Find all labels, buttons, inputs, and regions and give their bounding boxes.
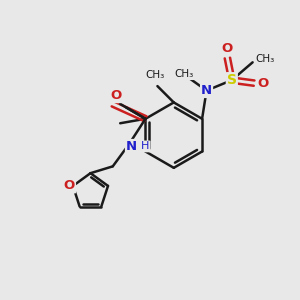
Text: H: H [141, 141, 150, 152]
Text: CH₃: CH₃ [256, 54, 275, 64]
Text: O: O [110, 89, 122, 102]
Text: O: O [257, 76, 268, 90]
Text: N: N [201, 84, 212, 97]
Text: O: O [64, 179, 75, 192]
Text: N: N [126, 140, 137, 153]
Text: CH₃: CH₃ [146, 70, 165, 80]
Text: CH₃: CH₃ [175, 69, 194, 79]
Text: O: O [222, 42, 233, 56]
Text: S: S [227, 73, 237, 87]
